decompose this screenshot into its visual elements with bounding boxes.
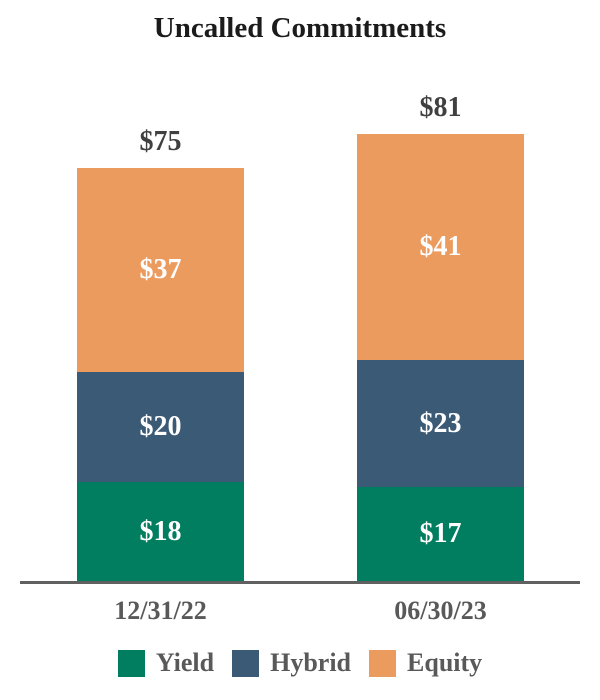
segment-value-label: $18: [139, 515, 182, 547]
legend-item-yield: Yield: [117, 648, 215, 678]
legend-swatch-equity-icon: [369, 649, 397, 677]
bar-segment-equity: $37: [77, 168, 244, 372]
segment-value-label: $17: [419, 518, 462, 549]
bar-segment-hybrid: $23: [357, 360, 524, 487]
legend-item-equity: Equity: [369, 648, 482, 678]
bar-segment-equity: $41: [357, 134, 524, 360]
legend: Yield Hybrid Equity: [0, 648, 600, 678]
legend-swatch-hybrid-icon: [232, 649, 260, 677]
x-axis-label: 06/30/23: [394, 596, 487, 625]
bar-segment-yield: $18: [77, 482, 244, 581]
bar-total-label: $75: [139, 126, 182, 157]
legend-label-equity: Equity: [407, 648, 483, 677]
bar-total-label: $81: [419, 92, 462, 123]
legend-label-yield: Yield: [155, 648, 215, 677]
legend-swatch-yield-icon: [117, 649, 145, 677]
legend-label-hybrid: Hybrid: [270, 648, 352, 677]
segment-value-label: $20: [139, 411, 182, 442]
x-axis-label: 12/31/22: [114, 596, 207, 625]
bar-06/30/23: $41 $23 $17: [357, 134, 524, 581]
bar-segment-hybrid: $20: [77, 372, 244, 482]
segment-value-label: $41: [419, 231, 462, 262]
segment-value-label: $37: [139, 254, 182, 285]
segment-value-label: $23: [419, 407, 462, 439]
chart-title: Uncalled Commitments: [153, 12, 447, 44]
legend-item-hybrid: Hybrid: [232, 648, 351, 678]
bar-12/31/22: $37 $20 $18: [77, 168, 244, 581]
x-axis-line: [20, 581, 580, 584]
bar-segment-yield: $17: [357, 487, 524, 581]
